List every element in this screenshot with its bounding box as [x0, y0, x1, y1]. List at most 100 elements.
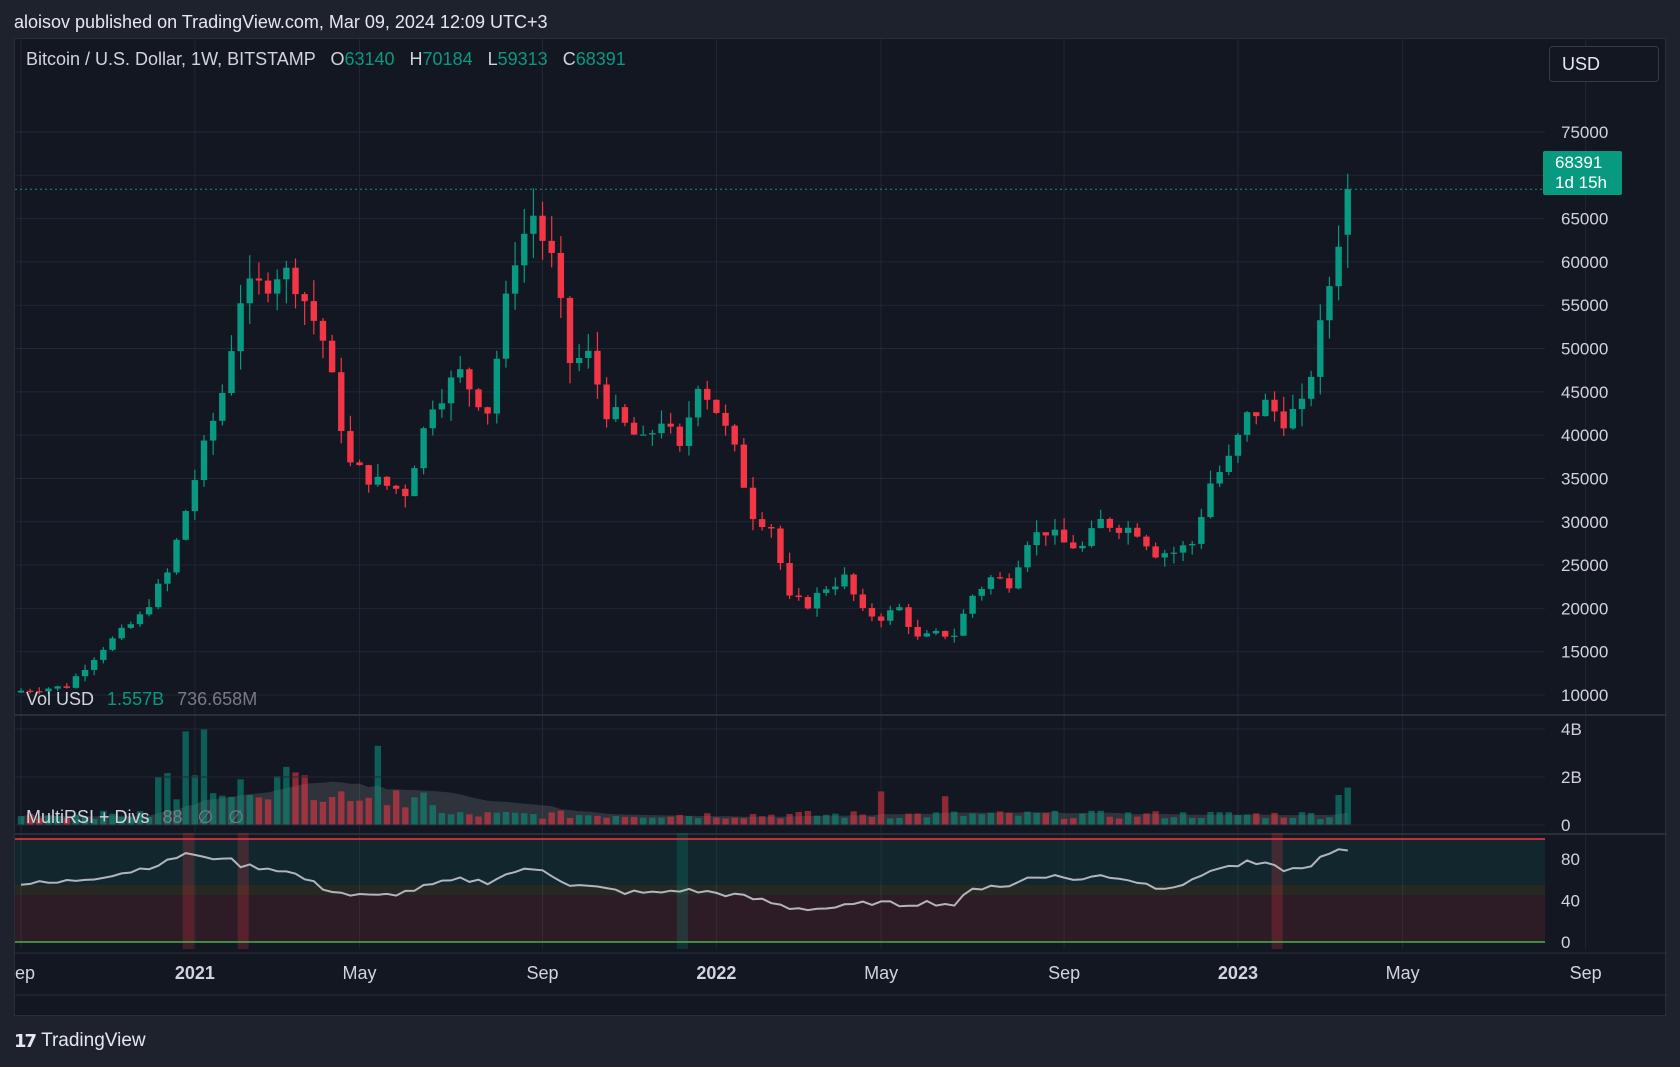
price-tick-label: 20000: [1561, 599, 1608, 618]
volume-bar: [941, 796, 949, 825]
candle-body: [521, 233, 528, 266]
volume-bar: [338, 791, 345, 825]
volume-bar: [850, 811, 857, 825]
volume-bar: [640, 817, 647, 825]
volume-bar: [292, 772, 299, 825]
price-tick-label: 10000: [1561, 686, 1608, 705]
published-line: aloisov published on TradingView.com, Ma…: [14, 12, 548, 32]
candle-body: [100, 649, 107, 660]
candle-body: [896, 607, 903, 611]
time-tick-label: Sep: [527, 963, 559, 983]
candle-body: [1289, 409, 1297, 429]
candle-body: [566, 297, 574, 364]
volume-bar: [17, 816, 25, 825]
volume-bar: [914, 813, 921, 825]
candle-body: [1307, 376, 1315, 399]
price-tick-label: 75000: [1561, 123, 1608, 142]
candle-body: [557, 252, 565, 298]
volume-bar: [594, 815, 601, 825]
volume-bar: [191, 775, 199, 825]
candle-body: [841, 574, 848, 587]
chart-canvas[interactable]: 7500070000650006000055000500004500040000…: [15, 39, 1667, 1017]
candle-body: [1234, 434, 1242, 456]
volume-bar: [996, 811, 1004, 825]
volume-bar: [81, 816, 89, 825]
candle-body: [338, 372, 345, 432]
rsi-tick-label: 80: [1561, 850, 1580, 869]
currency-button[interactable]: USD: [1549, 46, 1659, 82]
volume-bar: [164, 773, 171, 825]
volume-bar: [566, 818, 574, 825]
volume-bar: [136, 811, 144, 825]
volume-bar: [713, 817, 720, 825]
volume-bar: [392, 790, 400, 825]
volume-bar: [365, 797, 372, 825]
candle-body: [676, 426, 683, 446]
candle-body: [1097, 518, 1104, 529]
rsi-line: [20, 848, 1348, 912]
symbol-legend: Bitcoin / U.S. Dollar, 1W, BITSTAMP O631…: [26, 49, 626, 70]
candle-body: [1298, 398, 1306, 410]
volume-bar: [1170, 817, 1178, 825]
volume-bar: [1079, 813, 1086, 825]
candle-body: [548, 240, 555, 253]
volume-bar: [1189, 817, 1196, 825]
volume-bar: [1097, 810, 1104, 825]
rsi-neutral-zone: [15, 884, 1545, 896]
candle-body: [237, 303, 244, 352]
candle-body: [1198, 517, 1205, 544]
candle-body: [786, 563, 793, 596]
volume-bar: [685, 816, 693, 825]
volume-tick-label: 2B: [1561, 768, 1582, 787]
volume-bar: [466, 814, 473, 825]
volume-bar: [1243, 814, 1251, 825]
volume-bar: [960, 816, 967, 825]
volume-bar: [1335, 795, 1342, 825]
volume-bar: [649, 817, 656, 825]
candle-body: [1179, 545, 1187, 553]
candle-body: [72, 676, 80, 688]
candle-body: [969, 595, 976, 614]
chart-frame[interactable]: 7500070000650006000055000500004500040000…: [14, 38, 1667, 1017]
candle-body: [1317, 320, 1324, 377]
candle-body: [374, 476, 382, 485]
volume-bar: [859, 814, 866, 825]
volume-bar: [740, 818, 748, 825]
candle-body: [649, 433, 656, 435]
candle-body: [283, 267, 290, 280]
candle-body: [603, 384, 610, 420]
volume-bar: [1262, 818, 1269, 825]
candle-body: [1216, 472, 1223, 484]
candle-body: [1152, 546, 1159, 558]
candle-body: [1115, 527, 1123, 533]
time-tick-label: ep: [15, 963, 35, 983]
candle-body: [1280, 411, 1287, 429]
rsi-legend: MultiRSI + Divs 88 ∅ ∅: [26, 807, 244, 828]
tradingview-logo[interactable]: 17 TradingView: [14, 1030, 146, 1052]
rsi-signal-band: [182, 833, 194, 949]
candle-body: [1326, 286, 1333, 321]
volume-bar: [676, 814, 683, 825]
volume-bar: [813, 815, 821, 825]
candle-body: [1143, 536, 1150, 547]
candle-body: [1033, 532, 1040, 546]
symbol-title: Bitcoin / U.S. Dollar, 1W, BITSTAMP: [26, 49, 316, 69]
volume-bar: [868, 816, 876, 825]
rsi-value-2: ∅: [197, 807, 214, 827]
candle-body: [905, 607, 912, 627]
candle-body: [347, 431, 354, 463]
candle-body: [1271, 399, 1278, 412]
volume-bar: [795, 811, 802, 825]
candle-body: [1006, 578, 1013, 589]
volume-bar: [411, 797, 418, 825]
time-tick-label: May: [864, 963, 898, 983]
volume-title: Vol USD: [26, 689, 95, 709]
volume-bar: [758, 816, 766, 825]
volume-bar: [374, 745, 382, 825]
candle-body: [420, 428, 427, 469]
last-price-tag: 68391 1d 15h: [1543, 151, 1622, 195]
volume-bar: [1006, 812, 1013, 825]
candle-body: [145, 607, 153, 615]
candle-body: [45, 688, 52, 692]
candle-body: [54, 686, 61, 689]
